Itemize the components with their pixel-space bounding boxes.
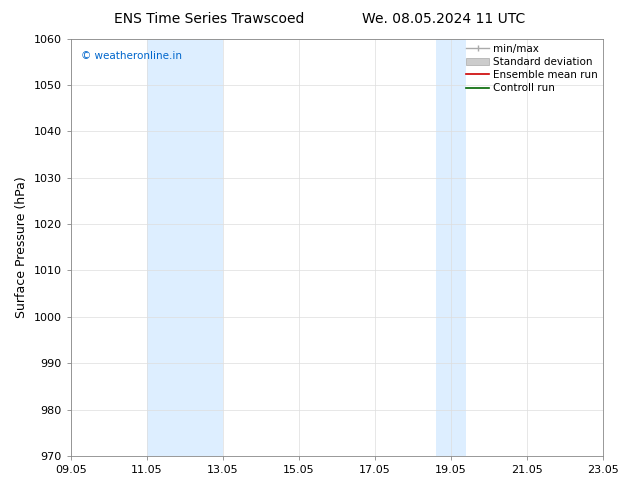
Text: We. 08.05.2024 11 UTC: We. 08.05.2024 11 UTC [362, 12, 526, 26]
Y-axis label: Surface Pressure (hPa): Surface Pressure (hPa) [15, 176, 28, 318]
Bar [146, 39, 223, 456]
Text: © weatheronline.in: © weatheronline.in [81, 51, 183, 61]
Bar [436, 39, 466, 456]
Text: ENS Time Series Trawscoed: ENS Time Series Trawscoed [114, 12, 304, 26]
Legend: min/max, Standard deviation, Ensemble mean run, Controll run: min/max, Standard deviation, Ensemble me… [463, 41, 601, 97]
